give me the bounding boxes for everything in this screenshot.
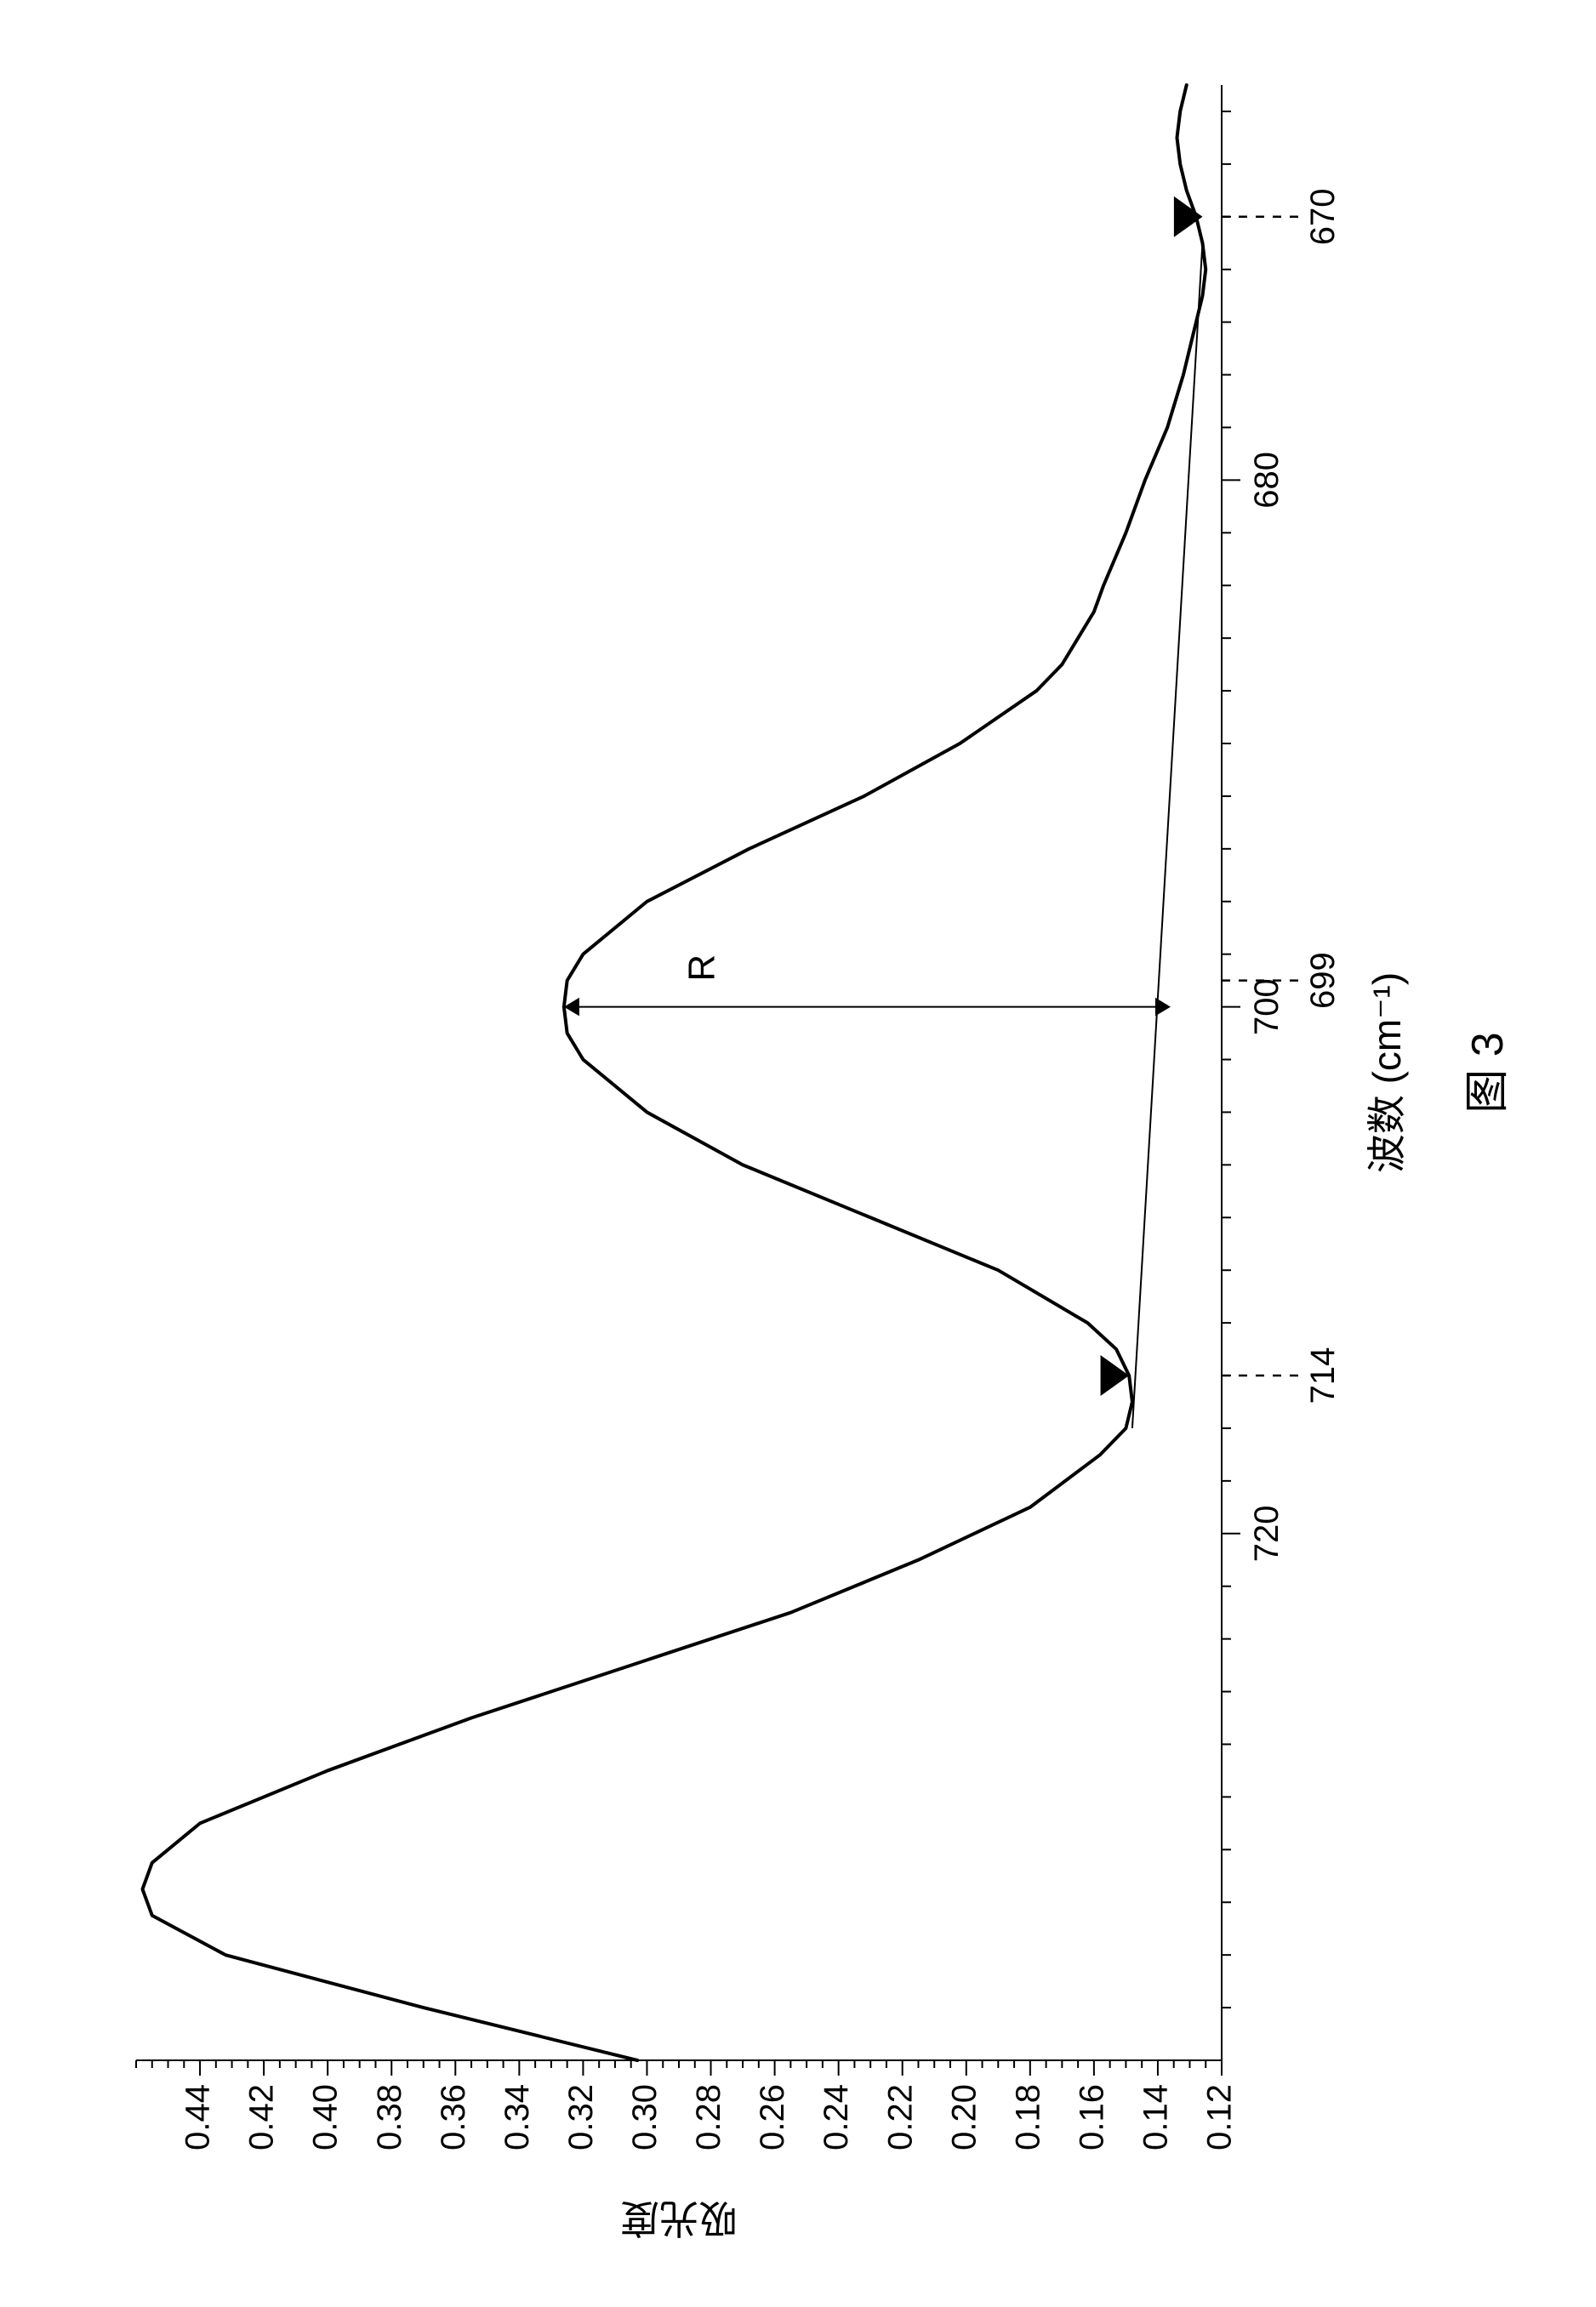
spectrum-curve (143, 85, 1206, 2060)
x-axis-title: 波数 (cm⁻¹) (1365, 972, 1409, 1173)
y-tick-label: 0.26 (754, 2084, 791, 2150)
y-axis-title: 吸光度 (620, 2196, 738, 2241)
y-tick-label: 0.24 (818, 2084, 855, 2150)
y-tick-label: 0.22 (881, 2084, 919, 2150)
y-tick-label: 0.14 (1137, 2084, 1175, 2150)
y-tick-label: 0.42 (243, 2084, 281, 2150)
y-tick-label: 0.34 (499, 2084, 536, 2150)
x-annot-label: 699 (1304, 952, 1342, 1009)
r-label: R (681, 954, 722, 982)
y-tick-label: 0.30 (626, 2084, 664, 2150)
y-tick-label: 0.36 (435, 2084, 472, 2150)
x-tick-label: 680 (1248, 452, 1285, 509)
trough-marker-icon (1101, 1355, 1130, 1396)
x-tick-label: 700 (1248, 978, 1285, 1035)
y-tick-label: 0.16 (1073, 2084, 1110, 2150)
y-tick-label: 0.40 (307, 2084, 345, 2150)
y-tick-label: 0.38 (371, 2084, 408, 2150)
y-tick-label: 0.44 (180, 2084, 217, 2150)
x-tick-label: 720 (1248, 1505, 1285, 1562)
y-tick-label: 0.20 (945, 2084, 983, 2150)
y-tick-label: 0.32 (562, 2084, 600, 2150)
x-annot-label: 714 (1304, 1347, 1342, 1404)
figure-container: 0.12 0.14 0.16 0.18 0.20 0.22 0.24 0.26 0.28 0.30… (0, 0, 1596, 2307)
arrowhead-icon (1155, 998, 1171, 1017)
y-tick-label: 0.18 (1009, 2084, 1046, 2150)
spectrum-chart: 0.12 0.14 0.16 0.18 0.20 0.22 0.24 0.26 0.28 0.30… (0, 0, 1596, 2307)
x-annot-label: 670 (1304, 188, 1342, 245)
figure-caption: 图 3 (1463, 1032, 1513, 1113)
y-tick-label: 0.12 (1201, 2084, 1239, 2150)
y-tick-label: 0.28 (690, 2084, 727, 2150)
baseline (1132, 243, 1203, 1428)
